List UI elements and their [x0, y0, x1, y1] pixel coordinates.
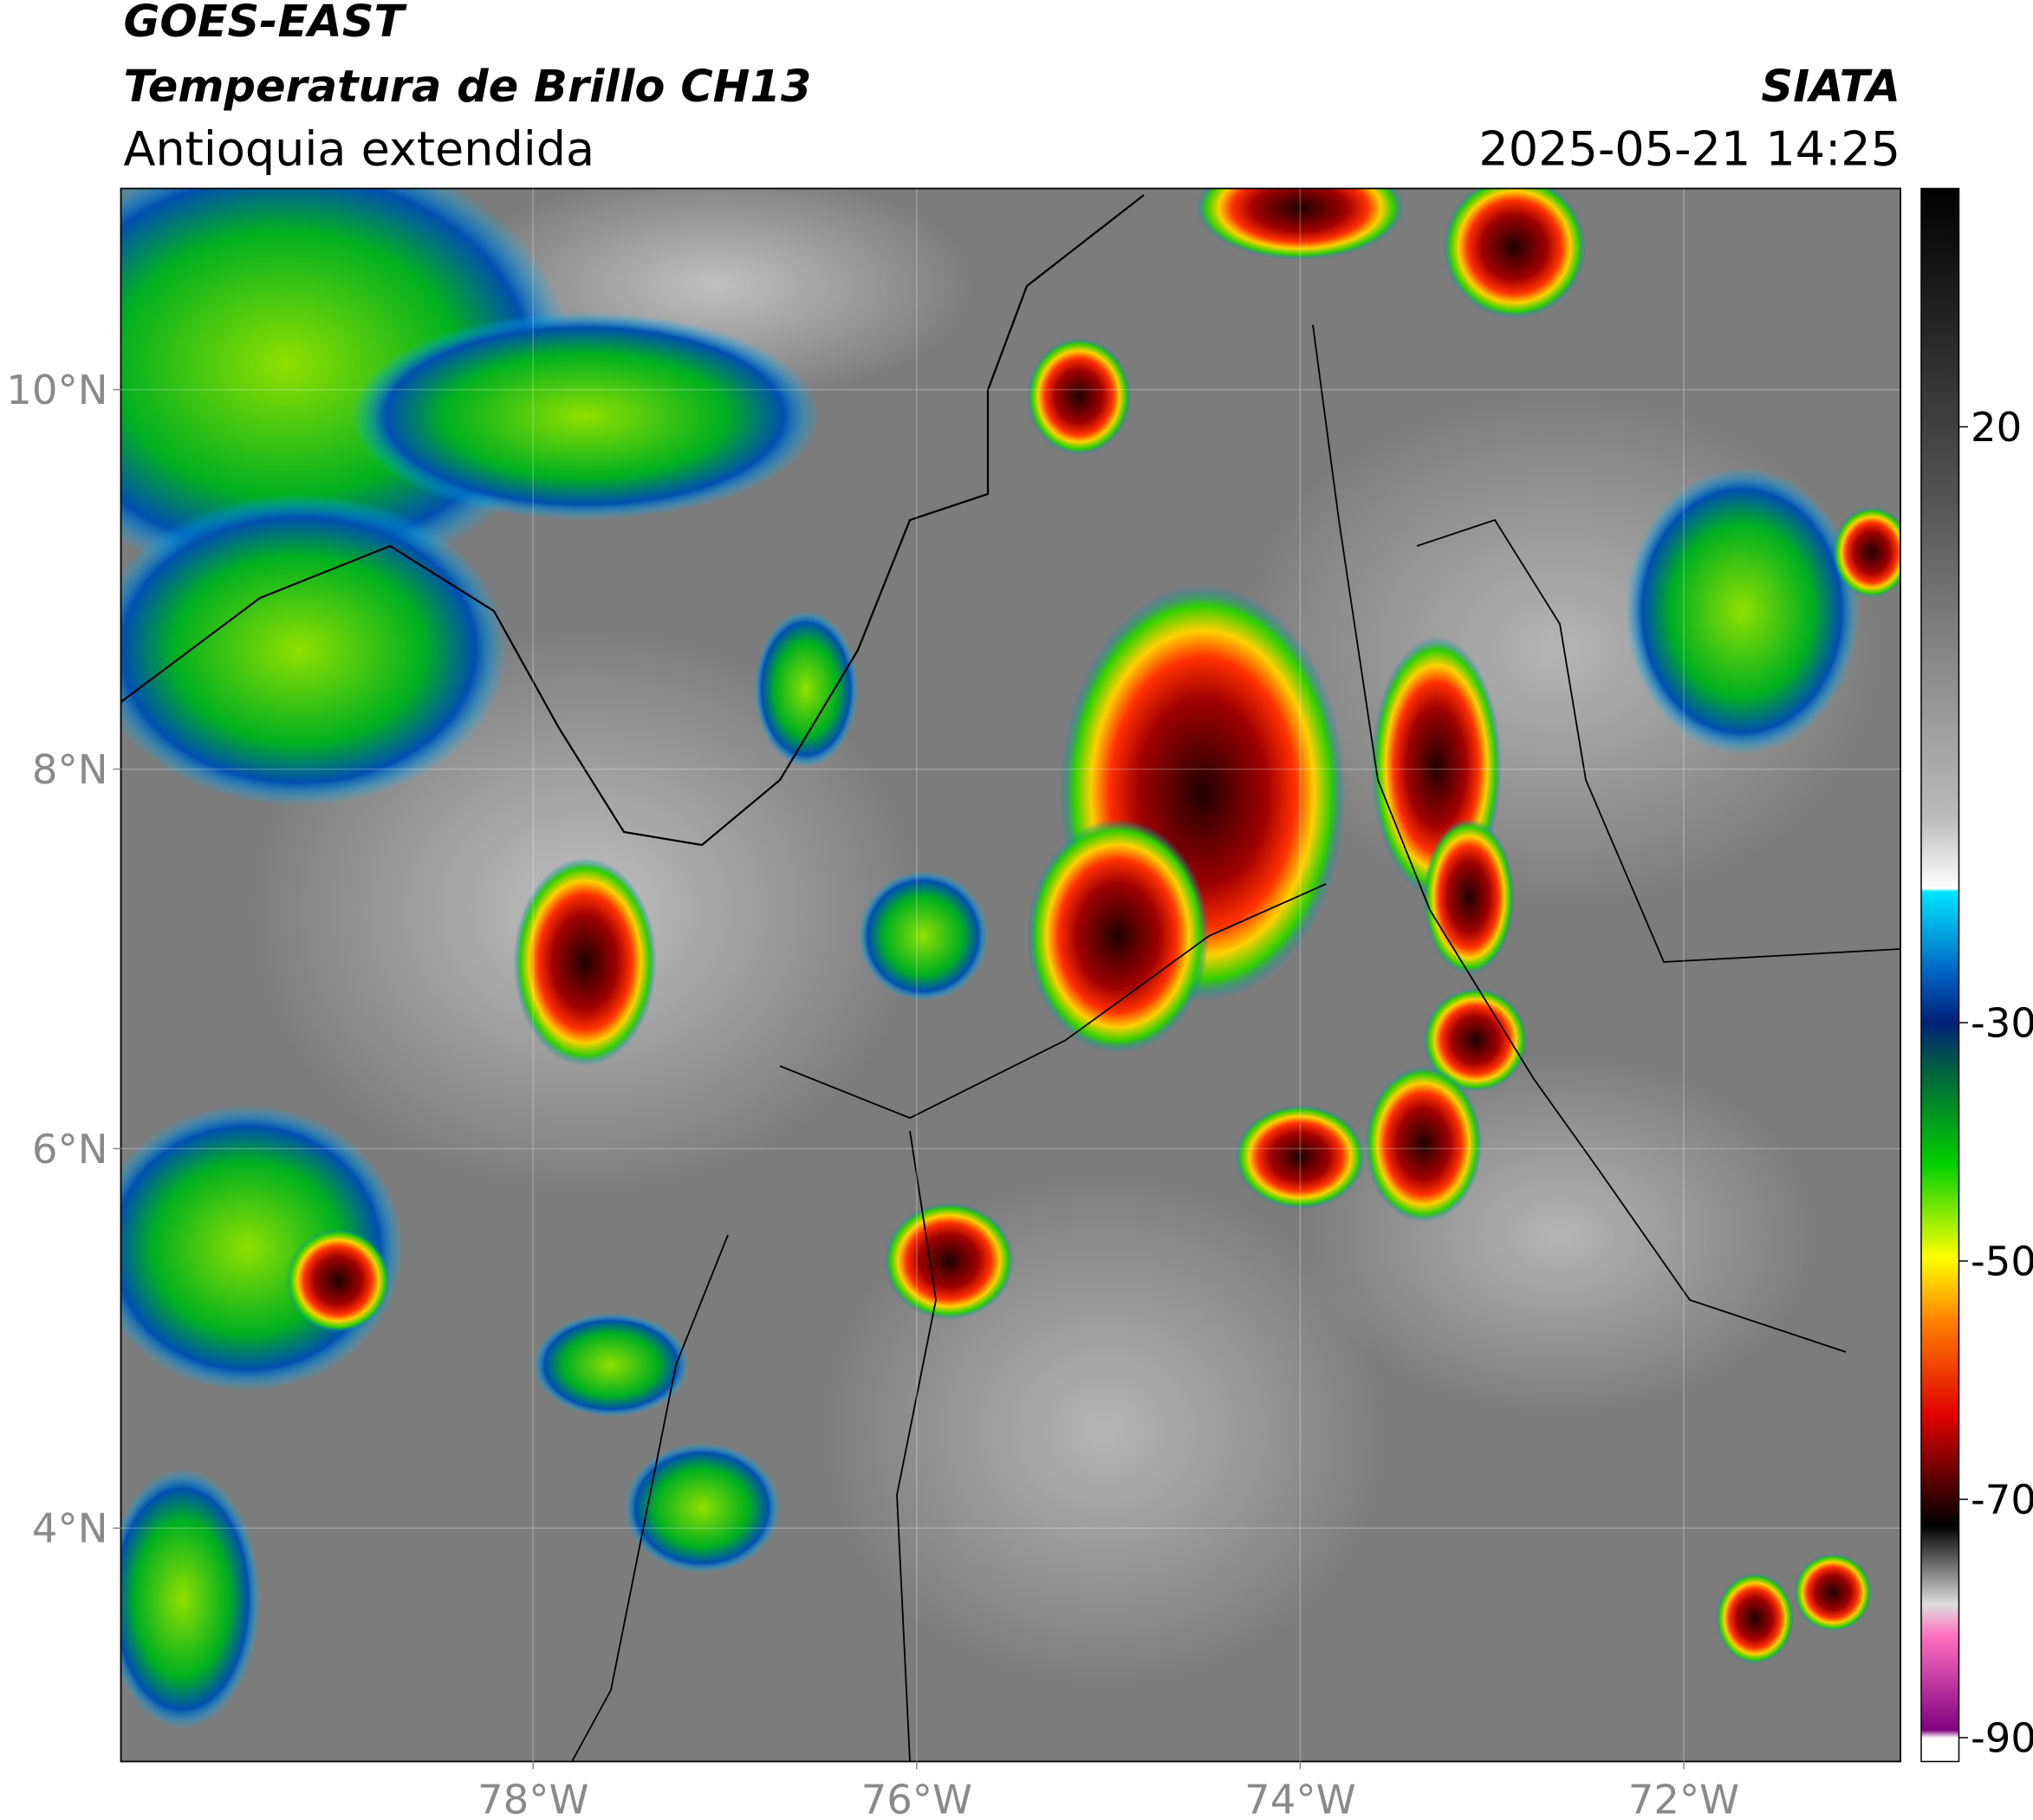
- x-tick-label: 74°W: [1244, 1777, 1355, 1820]
- colorbar-tick-label: -50: [1971, 1238, 2033, 1285]
- datetime: 2025-05-21 14:25: [1478, 122, 1900, 177]
- x-tick-label: 72°W: [1628, 1777, 1739, 1820]
- subtitle: Temperatura de Brillo CH13: [124, 62, 812, 113]
- source: SIATA: [1761, 62, 1900, 113]
- colorbar: [1920, 187, 1960, 1763]
- y-tick-label: 6°N: [32, 1126, 108, 1173]
- map-frame: [120, 187, 1901, 1763]
- colorbar-tick-label: -70: [1971, 1477, 2033, 1524]
- y-tick-label: 4°N: [32, 1505, 108, 1552]
- x-tick-label: 76°W: [861, 1777, 972, 1820]
- colorbar-tick-label: -30: [1971, 1000, 2033, 1047]
- y-tick-label: 8°N: [32, 746, 108, 793]
- satellite-image: [120, 188, 1900, 1762]
- region: Antioquia extendida: [124, 122, 595, 177]
- title: GOES-EAST: [124, 0, 408, 48]
- colorbar-tick-label: 20: [1971, 404, 2022, 451]
- x-tick-label: 78°W: [477, 1777, 588, 1820]
- colorbar-tick-label: -90: [1971, 1715, 2033, 1762]
- y-tick-label: 10°N: [6, 367, 107, 413]
